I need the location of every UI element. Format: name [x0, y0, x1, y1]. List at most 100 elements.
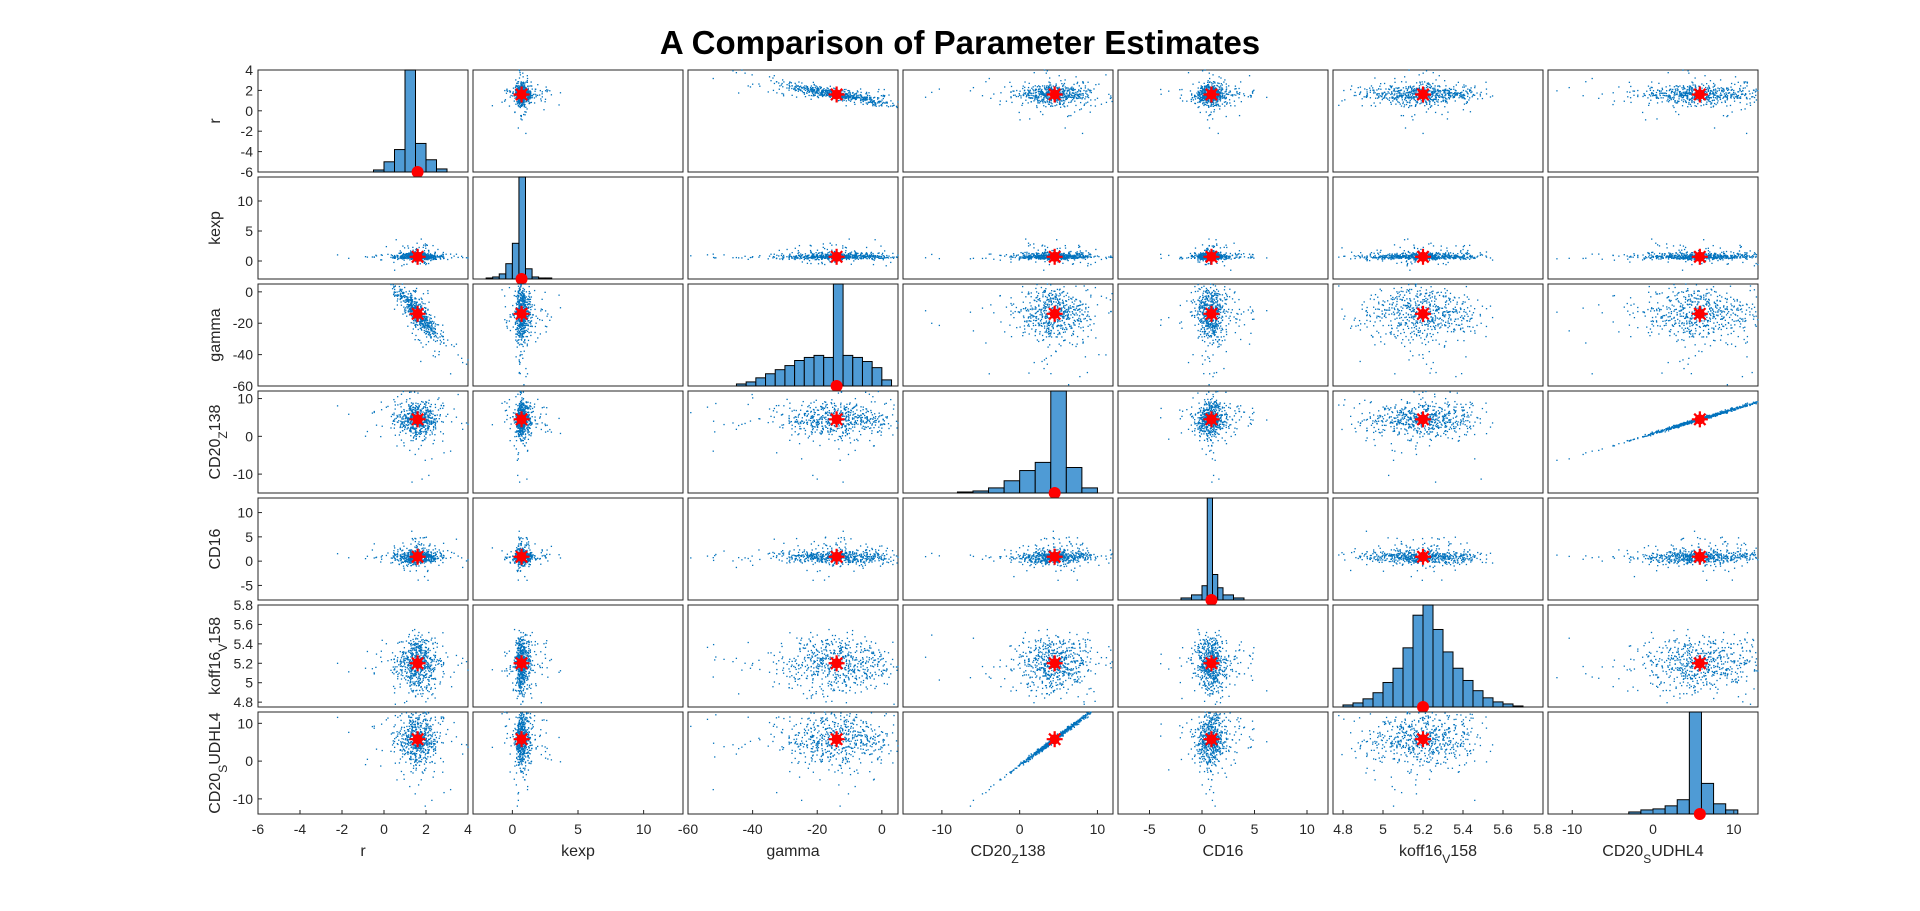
scatter-point	[1059, 87, 1060, 88]
scatter-point	[1721, 95, 1722, 96]
scatter-point	[451, 257, 452, 258]
scatter-point	[1680, 94, 1681, 95]
scatter-point	[1087, 82, 1088, 83]
scatter-point	[1266, 97, 1267, 98]
scatter-point	[808, 88, 809, 89]
scatter-point	[515, 79, 516, 80]
scatter-point	[844, 91, 845, 92]
scatter-point	[1360, 86, 1361, 87]
scatter-point	[1724, 100, 1725, 101]
scatter-point	[827, 249, 828, 250]
scatter-point	[1199, 94, 1200, 95]
scatter-point	[530, 85, 531, 86]
scatter-point	[810, 257, 811, 258]
scatter-point	[1681, 99, 1682, 100]
scatter-point	[1714, 86, 1715, 87]
scatter-point	[1226, 93, 1227, 94]
scatter-point	[1657, 89, 1658, 90]
scatter-point	[1433, 72, 1434, 73]
scatter-point	[402, 245, 403, 246]
scatter-point	[862, 253, 863, 254]
scatter-point	[1737, 91, 1738, 92]
scatter-point	[1391, 91, 1392, 92]
estimate-marker	[410, 249, 426, 265]
scatter-point	[1675, 89, 1676, 90]
scatter-point	[875, 102, 876, 103]
scatter-point	[1399, 95, 1400, 96]
scatter-point	[1408, 86, 1409, 87]
scatter-point	[504, 90, 505, 91]
scatter-point	[884, 102, 885, 103]
scatter-point	[893, 105, 894, 106]
scatter-point	[1669, 100, 1670, 101]
scatter-point	[821, 92, 822, 93]
scatter-point	[381, 254, 382, 255]
scatter-point	[1713, 89, 1714, 90]
scatter-point	[1034, 99, 1035, 100]
scatter-point	[1448, 97, 1449, 98]
scatter-point	[1445, 98, 1446, 99]
scatter-point	[1199, 92, 1200, 93]
scatter-point	[518, 105, 519, 106]
scatter-point	[1443, 101, 1444, 102]
scatter-point	[1225, 98, 1226, 99]
scatter-point	[786, 87, 787, 88]
scatter-point	[1486, 93, 1487, 94]
scatter-point	[1226, 116, 1227, 117]
scatter-point	[1049, 82, 1050, 83]
scatter-point	[1077, 98, 1078, 99]
scatter-point	[1063, 97, 1064, 98]
scatter-point	[779, 250, 780, 251]
scatter-point	[850, 254, 851, 255]
scatter-point	[1627, 91, 1628, 92]
scatter-point	[1072, 95, 1073, 96]
scatter-point	[1434, 85, 1435, 86]
scatter-point	[867, 104, 868, 105]
scatter-point	[1401, 96, 1402, 97]
scatter-point	[1618, 86, 1619, 87]
scatter-point	[1412, 93, 1413, 94]
scatter-point	[1405, 97, 1406, 98]
scatter-point	[1401, 115, 1402, 116]
scatter-point	[1637, 90, 1638, 91]
scatter-point	[796, 90, 797, 91]
scatter-point	[1076, 97, 1077, 98]
scatter-point	[741, 69, 742, 70]
scatter-point	[1218, 104, 1219, 105]
scatter-point	[1667, 99, 1668, 100]
scatter-point	[1404, 91, 1405, 92]
scatter-point	[1106, 102, 1107, 103]
scatter-point	[1388, 88, 1389, 89]
scatter-point	[826, 87, 827, 88]
scatter-point	[1019, 91, 1020, 92]
scatter-point	[1428, 108, 1429, 109]
scatter-point	[1682, 69, 1683, 70]
scatter-point	[752, 84, 753, 85]
scatter-point	[1020, 97, 1021, 98]
scatter-point	[1050, 106, 1051, 107]
scatter-point	[1386, 97, 1387, 98]
scatter-point	[1740, 85, 1741, 86]
scatter-point	[1387, 91, 1388, 92]
scatter-point	[1480, 94, 1481, 95]
scatter-point	[1038, 85, 1039, 86]
scatter-point	[1041, 89, 1042, 90]
panel-frame	[1118, 70, 1328, 172]
scatter-point	[428, 251, 429, 252]
scatter-point	[1360, 91, 1361, 92]
scatter-point	[1204, 69, 1205, 70]
scatter-point	[1222, 93, 1223, 94]
scatter-point	[1367, 93, 1368, 94]
scatter-point	[1046, 91, 1047, 92]
scatter-point	[1710, 103, 1711, 104]
scatter-point	[1411, 88, 1412, 89]
y-tick-label: -4	[241, 144, 254, 160]
scatter-point	[1433, 100, 1434, 101]
scatter-point	[1428, 82, 1429, 83]
scatter-point	[1085, 96, 1086, 97]
scatter-point	[430, 260, 431, 261]
scatter-point	[890, 105, 891, 106]
scatter-point	[1446, 98, 1447, 99]
scatter-point	[815, 259, 816, 260]
scatter-point	[1222, 84, 1223, 85]
